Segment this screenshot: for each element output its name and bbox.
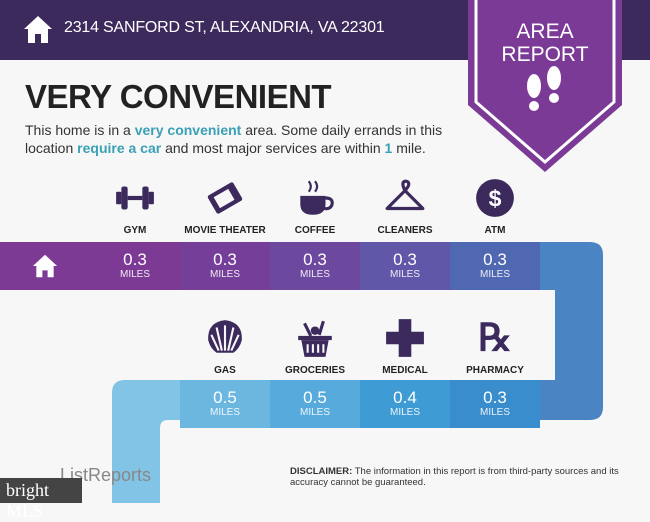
amenity-label: GROCERIES	[284, 365, 345, 376]
distance-cell: 0.5 MILES	[180, 380, 270, 428]
listreports-logo: ListReports	[60, 465, 152, 485]
home-icon	[24, 16, 52, 43]
distance-cell: 0.3 MILES	[270, 242, 360, 290]
footprints-icon	[527, 66, 561, 111]
distance-cell: 0.3 MILES	[90, 242, 180, 290]
coffee-cup-icon	[270, 175, 360, 221]
amenity-label: GYM	[123, 225, 147, 236]
distance-value: 0.3	[303, 250, 327, 269]
rx-icon: ℞	[450, 315, 540, 361]
desc-highlight: require a car	[77, 140, 162, 156]
route-path	[112, 242, 603, 503]
distance-unit: MILES	[209, 269, 240, 280]
disclaimer: DISCLAIMER: The information in this repo…	[290, 466, 630, 488]
home-icon	[32, 254, 58, 278]
dollar-icon: $	[450, 175, 540, 221]
convenience-description: This home is in a very convenient area. …	[25, 121, 465, 157]
badge-line-2: REPORT	[501, 43, 589, 66]
amenity-label: MEDICAL	[382, 365, 428, 376]
distance-unit: MILES	[299, 269, 330, 280]
distance-value: 0.3	[213, 250, 237, 269]
desc-text: mile.	[392, 140, 426, 156]
dumbbell-icon	[90, 175, 180, 221]
distance-unit: MILES	[479, 269, 510, 280]
distance-value: 0.5	[303, 388, 327, 407]
desc-text: area. Some daily errands in this locatio…	[25, 122, 443, 156]
badge-title: AREA REPORT	[468, 20, 622, 66]
distance-unit: MILES	[389, 269, 420, 280]
cross-icon	[360, 315, 450, 361]
basket-icon	[270, 315, 360, 361]
area-report-badge	[468, 0, 622, 172]
home-start-cell	[0, 242, 90, 290]
disclaimer-label: DISCLAIMER:	[290, 466, 353, 477]
amenity-label: ATM	[484, 225, 506, 236]
distance-cell: 0.3 MILES	[450, 380, 540, 428]
distance-value: 0.3	[483, 250, 507, 269]
desc-text: and most major services are within	[161, 140, 385, 156]
amenity-label: GAS	[214, 365, 236, 376]
distance-value: 0.5	[213, 388, 237, 407]
distance-unit: MILES	[389, 407, 420, 418]
distance-value: 0.3	[483, 388, 507, 407]
distance-unit: MILES	[119, 269, 150, 280]
convenience-title: VERY CONVENIENT	[25, 78, 332, 115]
disclaimer-text: The information in this report is from t…	[290, 466, 619, 488]
distance-cell: 0.5 MILES	[270, 380, 360, 428]
distance-value: 0.4	[393, 388, 417, 407]
desc-highlight: very convenient	[134, 122, 242, 138]
amenity-label: CLEANERS	[377, 225, 433, 236]
bright-mls-logo: bright MLS	[0, 478, 82, 521]
desc-highlight: 1	[384, 140, 393, 156]
desc-text: This home is in a	[25, 122, 135, 138]
hanger-icon	[360, 175, 450, 221]
distance-unit: MILES	[479, 407, 510, 418]
amenity-label: PHARMACY	[466, 365, 524, 376]
badge-line-1: AREA	[516, 20, 574, 43]
amenity-label: MOVIE THEATER	[184, 225, 266, 236]
distance-cell: 0.3 MILES	[180, 242, 270, 290]
distance-cell: 0.4 MILES	[360, 380, 450, 428]
distance-value: 0.3	[123, 250, 147, 269]
distance-unit: MILES	[209, 407, 240, 418]
property-address: 2314 SANFORD ST, ALEXANDRIA, VA 22301	[64, 19, 385, 36]
ticket-icon	[180, 175, 270, 221]
distance-cell: 0.3 MILES	[450, 242, 540, 290]
distance-cell: 0.3 MILES	[360, 242, 450, 290]
distance-value: 0.3	[393, 250, 417, 269]
svg-text:$: $	[489, 185, 502, 211]
distance-unit: MILES	[299, 407, 330, 418]
shell-icon	[180, 315, 270, 361]
amenity-label: COFFEE	[294, 225, 336, 236]
svg-text:℞: ℞	[478, 318, 512, 359]
